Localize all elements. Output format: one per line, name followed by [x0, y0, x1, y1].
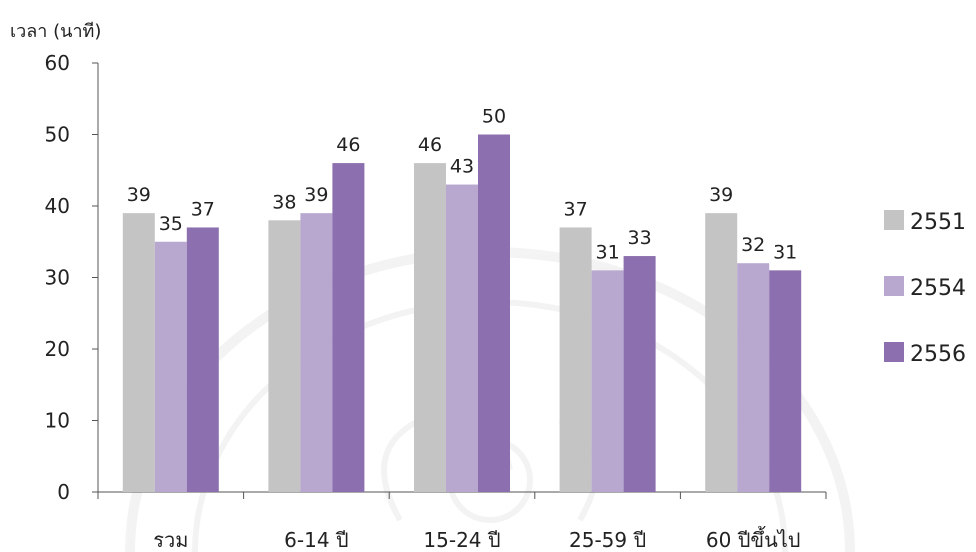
bar: [446, 184, 478, 493]
legend-label: 2551: [910, 210, 966, 235]
x-tick-label: 25-59 ปี: [569, 528, 646, 552]
bar: [705, 213, 738, 492]
x-tick-label: 6-14 ปี: [284, 528, 348, 552]
data-label: 50: [482, 106, 506, 128]
data-label: 37: [191, 198, 215, 220]
y-tick-label: 60: [45, 51, 70, 75]
bar: [623, 256, 656, 492]
y-tick-label: 30: [45, 266, 70, 290]
bar: [769, 270, 802, 492]
y-tick-label: 20: [45, 337, 70, 361]
bar: [332, 163, 365, 492]
y-tick-label: 10: [45, 409, 70, 433]
y-tick-label: 50: [45, 123, 70, 147]
legend-swatch: [884, 210, 904, 230]
bar: [268, 220, 301, 493]
x-tick-label: 60 ปีขึ้นไป: [706, 526, 801, 552]
legend-label: 2556: [910, 342, 966, 367]
data-label: 31: [773, 241, 797, 263]
y-tick-label: 40: [45, 194, 70, 218]
data-label: 39: [709, 184, 733, 206]
legend-label: 2554: [910, 276, 966, 301]
bar: [737, 263, 770, 492]
data-label: 39: [127, 184, 151, 206]
data-label: 35: [159, 213, 183, 235]
bar: [414, 163, 446, 492]
bar: [186, 227, 219, 492]
bar: [559, 227, 592, 492]
data-label: 46: [336, 134, 360, 156]
legend-swatch: [884, 276, 904, 296]
data-label: 43: [450, 156, 474, 178]
data-label: 46: [418, 134, 442, 156]
data-label: 37: [564, 198, 588, 220]
x-tick-label: รวม: [153, 528, 188, 552]
data-label: 38: [272, 191, 296, 213]
bar: [300, 213, 333, 492]
bar: [478, 134, 510, 492]
data-label: 31: [596, 241, 620, 263]
bar: [591, 270, 624, 492]
data-label: 33: [628, 227, 652, 249]
data-label: 39: [304, 184, 328, 206]
bar: [154, 241, 187, 492]
data-label: 32: [741, 234, 765, 256]
bar: [122, 213, 155, 492]
y-tick-label: 0: [57, 480, 70, 504]
x-tick-label: 15-24 ปี: [423, 528, 500, 552]
legend-swatch: [884, 342, 904, 362]
y-axis-title: เวลา (นาที): [10, 21, 102, 42]
